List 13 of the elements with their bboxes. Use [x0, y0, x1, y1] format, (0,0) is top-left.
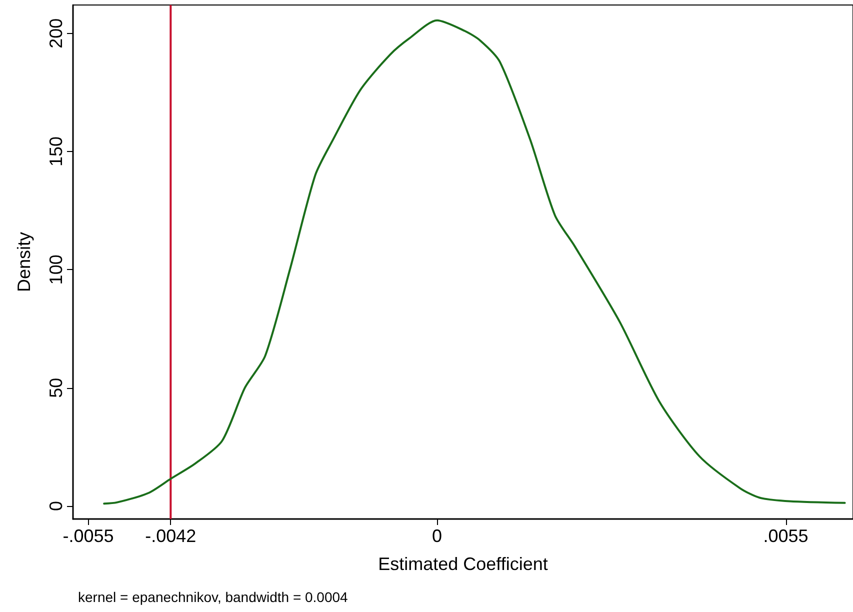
y-tick-label: 200: [46, 18, 66, 48]
y-axis-title: Density: [14, 232, 34, 292]
x-tick-label: -.0055: [62, 526, 114, 546]
x-axis-title: Estimated Coefficient: [378, 554, 548, 574]
y-tick-label: 150: [46, 136, 66, 167]
line-series: [103, 19, 846, 505]
x-tick-label: 0: [432, 526, 442, 546]
y-tick-label: 50: [46, 378, 66, 398]
x-tick-label: -.0042: [145, 526, 196, 546]
y-tick-label: 0: [46, 500, 66, 512]
text: kernel = epanechnikov, bandwidth = 0.0004: [78, 589, 348, 605]
x-tick-label: .0055: [763, 526, 808, 546]
y-tick-label: 100: [46, 254, 66, 285]
